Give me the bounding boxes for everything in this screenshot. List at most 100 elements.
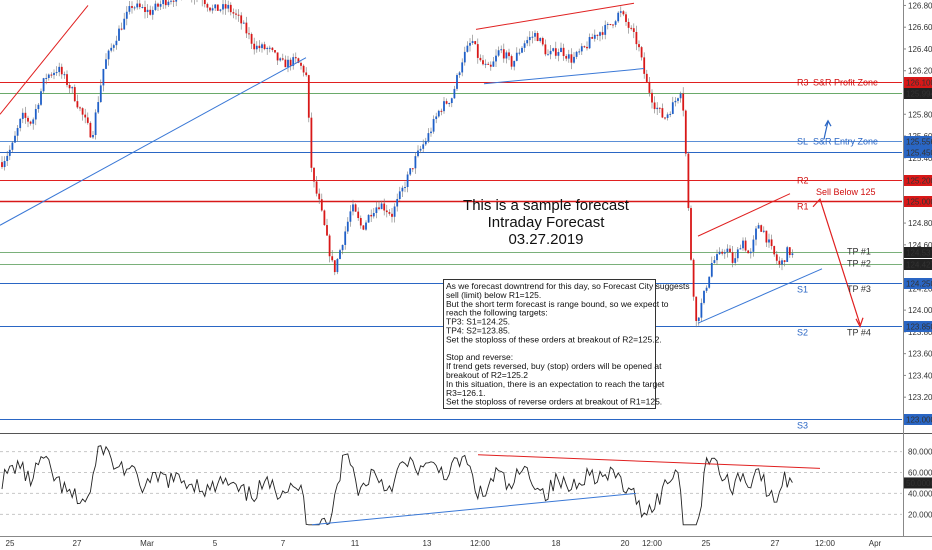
candle-body (435, 116, 438, 120)
target-label: TP #1 (847, 247, 871, 257)
note-line: sell (limit) below R1=125. (446, 290, 541, 300)
candle-body (404, 187, 406, 189)
price-tick-label: 126.600 (908, 23, 932, 32)
candle-body (378, 207, 380, 210)
candle-body (560, 47, 562, 53)
note-line: Set the stoploss of these orders at brea… (446, 334, 662, 344)
candle-body (456, 75, 458, 89)
candle-body (211, 8, 214, 11)
candle-body (690, 208, 692, 260)
trendline-channel-top (697, 193, 791, 237)
candle-body (489, 64, 492, 67)
candle-body (632, 28, 635, 32)
candle-body (120, 28, 123, 30)
candle-body (336, 258, 339, 273)
level-price-box (904, 278, 932, 289)
candle-body (92, 135, 94, 138)
candle-body (778, 260, 781, 265)
candle-body (214, 4, 217, 9)
candle-body (125, 11, 128, 19)
candle-body (105, 59, 107, 69)
time-tick-label: 7 (281, 539, 286, 548)
sell-label: Sell Below 125 (816, 187, 876, 197)
candle-body (331, 256, 334, 261)
candle-body (721, 251, 724, 254)
price-tick-label: 123.200 (908, 393, 932, 402)
candle-body (383, 203, 386, 211)
candle-body (482, 60, 484, 65)
note-line: TP4: S2=123.85. (446, 326, 510, 336)
candle-body (19, 118, 22, 129)
candle-body (593, 34, 596, 39)
note-line: reach the following targets: (446, 308, 548, 318)
candle-body (705, 287, 708, 291)
reverse-arrow (823, 121, 829, 140)
level-price-box (904, 88, 932, 99)
candle-body (372, 213, 375, 217)
time-tick-label: 27 (771, 539, 780, 548)
candle-body (653, 102, 656, 110)
candle-body (170, 0, 172, 2)
candle-body (695, 296, 698, 321)
candle-body (154, 3, 157, 10)
candle-body (453, 88, 456, 99)
candle-body (292, 57, 295, 66)
candle-body (461, 62, 464, 73)
candle-body (448, 103, 451, 105)
candle-body (339, 250, 341, 259)
level-tag: S3 (797, 421, 808, 431)
candle-body (253, 43, 256, 50)
candle-body (305, 72, 308, 76)
candle-body (458, 72, 461, 76)
candle-body (380, 203, 383, 210)
time-tick-label: 20 (621, 539, 630, 548)
note-line: Stop and reverse: (446, 352, 513, 362)
price-tick-label: 126.400 (908, 45, 932, 54)
candle-body (341, 244, 344, 251)
candle-body (310, 117, 313, 168)
candle-body (42, 78, 45, 92)
candle-body (736, 249, 739, 259)
candle-body (162, 0, 165, 5)
candle-body (422, 144, 425, 149)
candle-body (60, 66, 63, 75)
candle-body (99, 85, 102, 103)
candle-body (27, 117, 29, 122)
time-tick-label: 12:00 (815, 539, 836, 548)
candle-body (362, 225, 365, 230)
candle-body (656, 107, 659, 110)
candle-body (21, 112, 24, 119)
candle-body (146, 9, 149, 13)
time-tick-label: Apr (869, 539, 882, 548)
indicator-current-box (904, 477, 932, 489)
candle-body (367, 214, 370, 223)
candle-body (401, 187, 404, 192)
candle-body (549, 50, 552, 55)
candle-body (752, 239, 755, 252)
candle-body (674, 100, 677, 103)
candle-body (586, 46, 588, 49)
price-tick-label: 123.800 (908, 328, 932, 337)
candle-body (445, 101, 448, 104)
candle-body (583, 46, 586, 48)
candle-body (149, 9, 152, 15)
candle-body (437, 110, 440, 117)
candle-body (203, 0, 206, 5)
candle-body (287, 59, 289, 68)
candle-body (94, 112, 97, 136)
price-tick-label: 124.600 (908, 241, 932, 250)
time-tick-label: 11 (351, 539, 360, 548)
candle-body (86, 117, 89, 123)
candle-body (1, 162, 3, 168)
candle-body (242, 22, 245, 24)
candle-body (604, 24, 607, 35)
candle-body (492, 61, 495, 67)
candle-body (297, 58, 300, 63)
candle-body (284, 59, 287, 68)
candle-body (622, 11, 625, 15)
level-price-label: 125.450 (906, 149, 932, 158)
candle-body (661, 108, 664, 118)
price-tick-label: 125.400 (908, 154, 932, 163)
candle-body (749, 251, 752, 254)
candle-body (697, 317, 700, 321)
